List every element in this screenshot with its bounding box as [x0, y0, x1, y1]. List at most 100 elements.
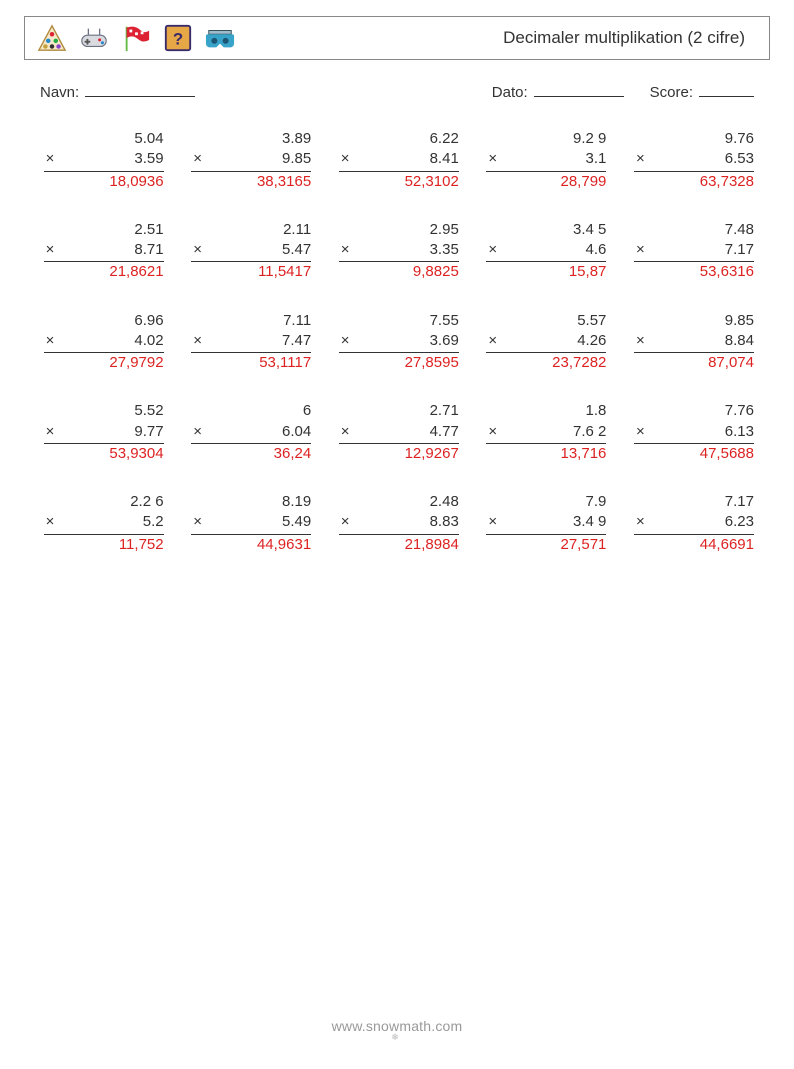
answer: 52,3102 — [339, 172, 459, 192]
answer: 27,571 — [486, 535, 606, 555]
problem: 5.57×4.2623,7282 — [486, 311, 606, 374]
answer: 18,0936 — [44, 172, 164, 192]
question-block-icon: ? — [163, 23, 193, 53]
multiplicand: 3.4 5 — [486, 220, 606, 240]
times-sign: × — [488, 512, 497, 532]
multiplier: 8.41 — [430, 149, 459, 169]
answer: 27,8595 — [339, 353, 459, 373]
times-sign: × — [341, 512, 350, 532]
multiplier: 3.1 — [586, 149, 607, 169]
multiplier: 3.69 — [430, 331, 459, 351]
multiplier-row: ×7.47 — [191, 331, 311, 353]
answer: 21,8621 — [44, 262, 164, 282]
multiplicand: 5.52 — [44, 401, 164, 421]
answer: 28,799 — [486, 172, 606, 192]
problem: 2.2 6×5.211,752 — [44, 492, 164, 555]
multiplier-row: ×4.02 — [44, 331, 164, 353]
answer: 53,9304 — [44, 444, 164, 464]
footer-text-prefix: www.sn — [332, 1018, 381, 1034]
score-blank[interactable] — [699, 82, 754, 97]
times-sign: × — [488, 240, 497, 260]
multiplicand: 2.51 — [44, 220, 164, 240]
multiplier: 9.77 — [134, 422, 163, 442]
problem: 7.48×7.1753,6316 — [634, 220, 754, 283]
meta-row: Navn: Dato: Score: — [40, 82, 754, 101]
problem: 7.55×3.6927,8595 — [339, 311, 459, 374]
multiplicand: 2.11 — [191, 220, 311, 240]
answer: 27,9792 — [44, 353, 164, 373]
multiplier: 5.2 — [143, 512, 164, 532]
problem: 7.11×7.4753,1117 — [191, 311, 311, 374]
multiplier-row: ×5.49 — [191, 512, 311, 534]
answer: 87,074 — [634, 353, 754, 373]
answer: 38,3165 — [191, 172, 311, 192]
answer: 63,7328 — [634, 172, 754, 192]
problem: 5.04×3.5918,0936 — [44, 129, 164, 192]
multiplicand: 7.48 — [634, 220, 754, 240]
footer: www.snowmath.com ❄ — [0, 1018, 794, 1043]
times-sign: × — [636, 331, 645, 351]
multiplier-row: ×4.26 — [486, 331, 606, 353]
multiplier: 5.47 — [282, 240, 311, 260]
multiplicand: 2.48 — [339, 492, 459, 512]
multiplier: 6.13 — [725, 422, 754, 442]
name-label: Navn: — [40, 84, 79, 101]
multiplier: 7.17 — [725, 240, 754, 260]
multiplier-row: ×5.2 — [44, 512, 164, 534]
svg-text:?: ? — [173, 30, 183, 49]
multiplicand: 6.96 — [44, 311, 164, 331]
worksheet-page: ? Decimaler multiplikation (2 cifre) Nav… — [0, 16, 794, 1069]
triangle-billiards-icon — [37, 23, 67, 53]
page-title: Decimaler multiplikation (2 cifre) — [503, 28, 745, 48]
multiplier: 7.6 2 — [573, 422, 606, 442]
times-sign: × — [636, 149, 645, 169]
multiplier-row: ×3.35 — [339, 240, 459, 262]
multiplier-row: ×7.17 — [634, 240, 754, 262]
problem: 6.96×4.0227,9792 — [44, 311, 164, 374]
multiplicand: 7.11 — [191, 311, 311, 331]
footer-text-mid: ow — [381, 1018, 399, 1034]
times-sign: × — [341, 149, 350, 169]
name-blank[interactable] — [85, 82, 195, 97]
multiplier-row: × 3.1 — [486, 149, 606, 171]
answer: 12,9267 — [339, 444, 459, 464]
multiplicand: 1.8 — [486, 401, 606, 421]
gamepad-icon — [79, 23, 109, 53]
multiplier-row: ×4.6 — [486, 240, 606, 262]
multiplier-row: ×3.4 9 — [486, 512, 606, 534]
times-sign: × — [488, 149, 497, 169]
times-sign: × — [341, 331, 350, 351]
multiplicand: 6.22 — [339, 129, 459, 149]
multiplicand: 2.95 — [339, 220, 459, 240]
multiplier: 4.02 — [134, 331, 163, 351]
problem: 9.76×6.5363,7328 — [634, 129, 754, 192]
multiplicand: 7.17 — [634, 492, 754, 512]
times-sign: × — [341, 422, 350, 442]
problem: 3.89×9.8538,3165 — [191, 129, 311, 192]
problem: 2.71×4.7712,9267 — [339, 401, 459, 464]
problem: 5.52×9.7753,9304 — [44, 401, 164, 464]
multiplier: 7.47 — [282, 331, 311, 351]
multiplicand: 9.85 — [634, 311, 754, 331]
problem: 2.11×5.4711,5417 — [191, 220, 311, 283]
problem: 6.22× 8.41 52,3102 — [339, 129, 459, 192]
multiplier: 8.83 — [430, 512, 459, 532]
answer: 23,7282 — [486, 353, 606, 373]
answer: 47,5688 — [634, 444, 754, 464]
answer: 21,8984 — [339, 535, 459, 555]
multiplier-row: ×8.84 — [634, 331, 754, 353]
race-flag-icon — [121, 23, 151, 53]
answer: 13,716 — [486, 444, 606, 464]
multiplier: 3.59 — [134, 149, 163, 169]
date-blank[interactable] — [534, 82, 624, 97]
multiplicand: 2.2 6 — [44, 492, 164, 512]
multiplier-row: ×4.77 — [339, 422, 459, 444]
problems-grid: 5.04×3.5918,09363.89×9.8538,31656.22×8.4… — [40, 129, 754, 555]
multiplicand: 8.19 — [191, 492, 311, 512]
multiplier: 8.71 — [134, 240, 163, 260]
problem: 6×6.0436,24 — [191, 401, 311, 464]
times-sign: × — [488, 422, 497, 442]
multiplier-row: ×6.04 — [191, 422, 311, 444]
multiplicand: 5.57 — [486, 311, 606, 331]
multiplier: 6.23 — [725, 512, 754, 532]
